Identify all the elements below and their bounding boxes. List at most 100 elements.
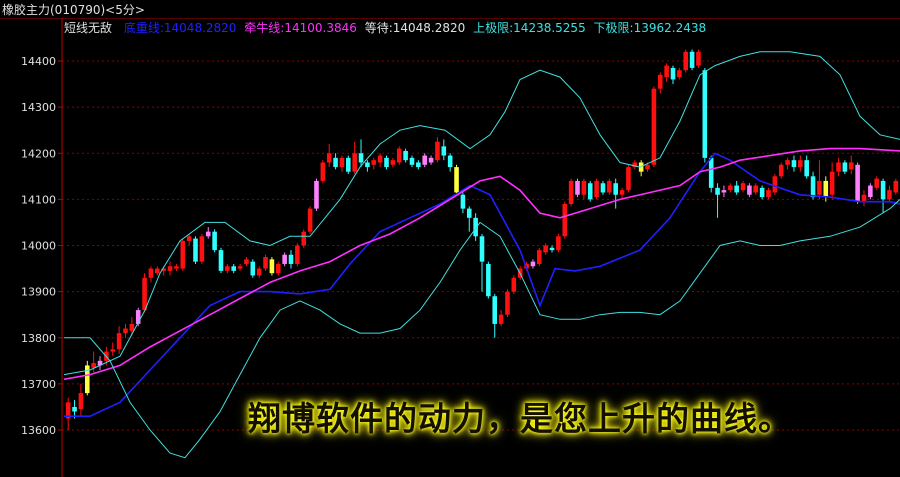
candle-body bbox=[702, 70, 708, 158]
candle bbox=[798, 155, 803, 172]
candle bbox=[568, 178, 574, 207]
candle-body bbox=[607, 180, 612, 193]
candle bbox=[804, 155, 809, 179]
candle-body bbox=[740, 183, 746, 191]
candle-body bbox=[727, 185, 733, 191]
candle-body bbox=[416, 162, 421, 168]
candles bbox=[65, 49, 899, 430]
candle bbox=[282, 252, 287, 267]
candle bbox=[396, 146, 402, 165]
candle-body bbox=[696, 51, 701, 66]
candle bbox=[607, 178, 612, 195]
candle-body bbox=[390, 160, 396, 165]
candle bbox=[314, 178, 319, 211]
candle bbox=[530, 259, 536, 269]
candle-body bbox=[568, 180, 574, 204]
y-axis: 13600 13700 13800 13900 14000 14100 14200 14300… bbox=[21, 55, 62, 437]
candle-body bbox=[842, 162, 848, 172]
candle bbox=[288, 250, 294, 269]
candle bbox=[65, 397, 71, 430]
candle-body bbox=[275, 263, 281, 274]
candle-body bbox=[880, 180, 886, 200]
candle-body bbox=[498, 314, 504, 324]
candle-body bbox=[861, 194, 867, 202]
candle-body bbox=[403, 150, 408, 161]
candle bbox=[759, 185, 765, 200]
candle-body bbox=[581, 180, 587, 195]
candle bbox=[727, 183, 733, 193]
candle bbox=[250, 259, 256, 278]
candle bbox=[829, 162, 835, 200]
candle-body bbox=[65, 402, 71, 419]
candle bbox=[677, 67, 682, 80]
candle bbox=[575, 178, 580, 198]
candle bbox=[186, 233, 192, 246]
candle bbox=[696, 49, 701, 68]
candle-body bbox=[587, 183, 593, 200]
candle-body bbox=[594, 180, 599, 198]
candle-body bbox=[142, 277, 147, 311]
candle-body bbox=[352, 153, 357, 172]
candle bbox=[275, 261, 281, 276]
candle-body bbox=[855, 164, 860, 202]
candle bbox=[218, 247, 224, 274]
candle bbox=[346, 155, 351, 175]
y-tick-label: 13900 bbox=[21, 286, 56, 299]
candle bbox=[263, 254, 268, 271]
candle-body bbox=[486, 263, 491, 297]
candle bbox=[333, 153, 338, 170]
legend-item-name: 下极限 bbox=[593, 21, 630, 35]
candle bbox=[205, 227, 211, 239]
candle-body bbox=[868, 185, 873, 198]
candle bbox=[352, 141, 357, 175]
candle-body bbox=[600, 183, 606, 193]
y-tick-label: 13700 bbox=[21, 378, 56, 391]
candle bbox=[785, 157, 790, 170]
candle-body bbox=[651, 88, 657, 165]
candle-body bbox=[817, 180, 822, 195]
candle-body bbox=[84, 365, 90, 394]
candle-body bbox=[657, 74, 663, 89]
candle bbox=[587, 180, 593, 202]
candle-body bbox=[638, 162, 644, 172]
candle-body bbox=[473, 217, 478, 237]
candle-body bbox=[205, 231, 211, 237]
candle bbox=[600, 180, 606, 195]
candle-body bbox=[836, 162, 841, 172]
candle-body bbox=[91, 363, 96, 368]
candle bbox=[702, 67, 708, 163]
candle bbox=[740, 180, 746, 193]
candle bbox=[651, 86, 657, 168]
candle bbox=[791, 155, 797, 172]
candle-body bbox=[231, 266, 237, 271]
candle bbox=[441, 139, 447, 161]
candle bbox=[753, 183, 759, 195]
candle bbox=[766, 187, 771, 200]
candle-body bbox=[320, 162, 326, 181]
candle bbox=[664, 63, 669, 82]
candle-body bbox=[683, 51, 689, 71]
candle-body bbox=[677, 70, 682, 78]
title-bar: 橡胶主力(010790)<5分> bbox=[0, 0, 900, 19]
candle-body bbox=[307, 208, 313, 232]
candle bbox=[817, 160, 822, 200]
candle-body bbox=[613, 183, 618, 195]
candle bbox=[295, 243, 300, 267]
candle bbox=[810, 171, 816, 200]
slogan-text: 翔博软件的动力，是您上升的曲线。 bbox=[248, 399, 792, 438]
candle bbox=[148, 266, 154, 283]
candle-body bbox=[428, 157, 434, 163]
candle-body bbox=[237, 266, 243, 269]
candle-body bbox=[511, 277, 517, 292]
candle bbox=[116, 326, 122, 354]
candle-body bbox=[810, 176, 816, 198]
candle-body bbox=[282, 254, 287, 264]
candle-body bbox=[301, 231, 307, 246]
candle-body bbox=[549, 247, 555, 251]
candle-body bbox=[689, 51, 695, 68]
candle bbox=[256, 266, 262, 278]
candle bbox=[72, 400, 77, 419]
candle bbox=[836, 157, 841, 177]
candle bbox=[142, 273, 147, 313]
candle bbox=[594, 178, 599, 200]
